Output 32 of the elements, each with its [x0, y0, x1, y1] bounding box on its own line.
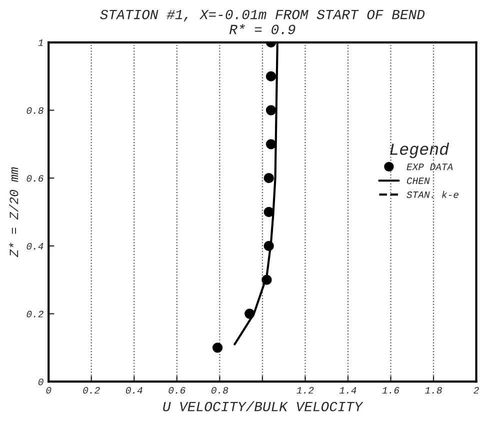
point	[264, 172, 274, 184]
x-tick-label: 2	[474, 387, 479, 394]
x-axis-title: U VELOCITY/BULK VELOCITY	[163, 401, 364, 412]
point	[266, 139, 276, 150]
x-tick-label: 0	[46, 387, 52, 394]
y-tick-label: 1	[38, 40, 43, 46]
point	[264, 206, 274, 218]
x-tick-label: 0.4	[126, 387, 142, 394]
legend-title: Legend	[390, 142, 450, 158]
y-tick-label: 0	[38, 378, 44, 386]
y-tick-label: 0.4	[26, 242, 44, 250]
x-tick-label: 1.8	[425, 387, 442, 394]
x-tick-label: 0.6	[168, 387, 186, 394]
chart-title: STATION #1, X=-0.01m FROM START OF BEND R* = 0.9	[100, 10, 425, 34]
point	[212, 342, 223, 353]
x-tick-label: 0.2	[83, 387, 100, 394]
point	[266, 71, 276, 82]
legend-label: CHEN	[407, 178, 430, 184]
x-tick-label: 0.8	[211, 387, 228, 394]
y-tick-label: 0.6	[26, 175, 44, 182]
legend-label: STAN. k-e	[406, 190, 458, 198]
legend-label: EXP DATA	[406, 164, 453, 170]
y-axis-title: Z* = Z/20 mm	[9, 167, 18, 258]
point	[266, 105, 276, 116]
x-tick-label: 1.4	[339, 387, 356, 394]
x-tick-label: 1.2	[296, 387, 314, 394]
point	[262, 274, 272, 285]
y-tick-label: 0.8	[26, 107, 44, 114]
y-tick-label: 0.2	[26, 310, 44, 318]
x-tick-label: 1.6	[382, 387, 400, 394]
point	[244, 308, 255, 319]
point	[264, 240, 274, 252]
